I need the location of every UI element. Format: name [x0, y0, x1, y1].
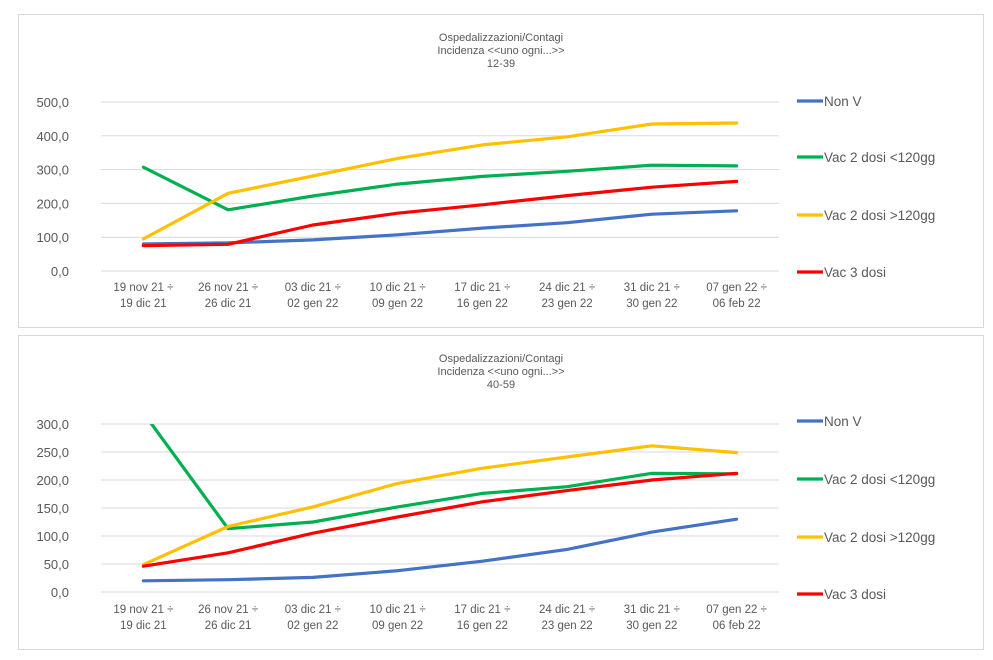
x-tick-label: 16 gen 22 [457, 620, 508, 632]
y-tick-label: 50,0 [44, 557, 69, 572]
y-tick-label: 400,0 [36, 129, 69, 144]
y-tick-label: 0,0 [51, 264, 69, 279]
legend-label-non-v: Non V [824, 414, 862, 429]
legend-label-vac-2-dosi-120gg: Vac 2 dosi >120gg [824, 530, 935, 545]
x-tick-label: 03 dic 21 ÷ [285, 282, 341, 294]
x-tick-label: 09 gen 22 [372, 620, 423, 632]
series-line-non-v [141, 209, 739, 246]
series-line-vac-3-dosi [141, 471, 739, 568]
x-tick-label: 30 gen 22 [626, 298, 677, 310]
y-tick-label: 150,0 [36, 501, 69, 516]
x-tick-label: 30 gen 22 [626, 620, 677, 632]
x-tick-label: 24 dic 21 ÷ [539, 282, 595, 294]
x-tick-label: 19 dic 21 [120, 298, 167, 310]
y-tick-label: 0,0 [51, 585, 69, 600]
legend-label-vac-3-dosi: Vac 3 dosi [824, 265, 886, 280]
chart-title: Ospedalizzazioni/Contagi [439, 32, 563, 44]
chart-age-group: 12-39 [487, 58, 515, 70]
x-tick-label: 26 nov 21 ÷ [198, 604, 258, 616]
x-tick-label: 03 dic 21 ÷ [285, 604, 341, 616]
y-tick-label: 200,0 [36, 473, 69, 488]
y-tick-label: 200,0 [36, 196, 69, 211]
x-tick-label: 07 gen 22 ÷ [706, 282, 767, 294]
x-tick-label: 02 gen 22 [287, 298, 338, 310]
chart-panel-40-59: Ospedalizzazioni/Contagi Incidenza <<uno … [18, 335, 984, 650]
x-tick-label: 09 gen 22 [372, 298, 423, 310]
x-tick-label: 16 gen 22 [457, 298, 508, 310]
legend-label-vac-2-dosi-120gg: Vac 2 dosi <120gg [824, 472, 935, 487]
legend-label-non-v: Non V [824, 94, 862, 109]
series-line-vac-2-dosi-120gg [141, 444, 739, 567]
x-tick-label: 17 dic 21 ÷ [454, 604, 510, 616]
y-tick-label: 500,0 [36, 95, 69, 110]
chart-subtitle: Incidenza <<uno ogni...>> [437, 45, 564, 57]
series-line-vac-2-dosi-120gg [149, 424, 739, 531]
x-tick-label: 02 gen 22 [287, 620, 338, 632]
chart-title: Ospedalizzazioni/Contagi [439, 353, 563, 365]
y-tick-label: 100,0 [36, 529, 69, 544]
x-tick-label: 31 dic 21 ÷ [624, 604, 680, 616]
chart-age-group: 40-59 [487, 379, 515, 391]
y-tick-label: 250,0 [36, 445, 69, 460]
chart-subtitle: Incidenza <<uno ogni...>> [437, 366, 564, 378]
x-tick-label: 24 dic 21 ÷ [539, 604, 595, 616]
series-line-non-v [141, 517, 739, 583]
x-tick-label: 06 feb 22 [713, 298, 761, 310]
series-line-vac-2-dosi-120gg [141, 163, 739, 212]
x-tick-label: 19 nov 21 ÷ [113, 604, 173, 616]
x-tick-label: 10 dic 21 ÷ [370, 604, 426, 616]
y-tick-label: 300,0 [36, 417, 69, 432]
x-tick-label: 26 dic 21 [205, 298, 252, 310]
x-tick-label: 31 dic 21 ÷ [624, 282, 680, 294]
x-tick-label: 07 gen 22 ÷ [706, 604, 767, 616]
series-line-vac-3-dosi [141, 179, 739, 248]
x-tick-label: 06 feb 22 [713, 620, 761, 632]
x-tick-label: 26 dic 21 [205, 620, 252, 632]
y-tick-label: 100,0 [36, 230, 69, 245]
y-tick-label: 300,0 [36, 163, 69, 178]
legend-label-vac-2-dosi-120gg: Vac 2 dosi <120gg [824, 150, 935, 165]
chart-panel-12-39: Ospedalizzazioni/Contagi Incidenza <<uno … [18, 14, 984, 328]
series-line-vac-2-dosi-120gg [141, 121, 739, 241]
legend-label-vac-3-dosi: Vac 3 dosi [824, 587, 886, 602]
x-tick-label: 19 dic 21 [120, 620, 167, 632]
x-tick-label: 23 gen 22 [542, 298, 593, 310]
x-tick-label: 17 dic 21 ÷ [454, 282, 510, 294]
legend-label-vac-2-dosi-120gg: Vac 2 dosi >120gg [824, 208, 935, 223]
x-tick-label: 10 dic 21 ÷ [370, 282, 426, 294]
x-tick-label: 26 nov 21 ÷ [198, 282, 258, 294]
x-tick-label: 19 nov 21 ÷ [113, 282, 173, 294]
x-tick-label: 23 gen 22 [542, 620, 593, 632]
